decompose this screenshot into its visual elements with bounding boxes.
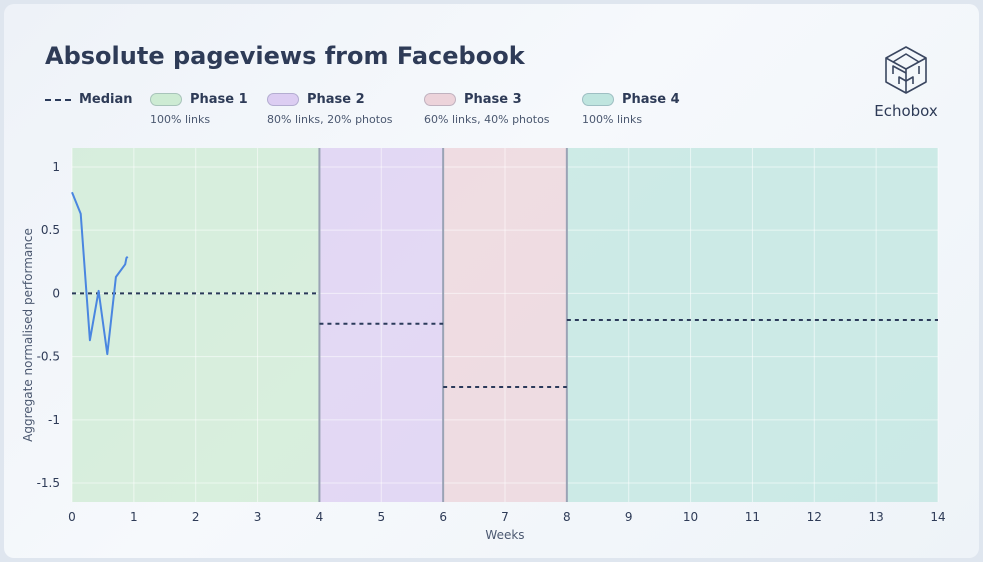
echobox-cube-icon bbox=[885, 46, 927, 94]
x-tick-label: 7 bbox=[501, 510, 509, 524]
y-tick-label: 0 bbox=[52, 286, 60, 300]
chart-title: Absolute pageviews from Facebook bbox=[45, 42, 525, 70]
phase-4-swatch-icon bbox=[582, 93, 614, 106]
x-tick-label: 2 bbox=[192, 510, 200, 524]
phase-2-swatch-icon bbox=[267, 93, 299, 106]
x-axis-title: Weeks bbox=[485, 528, 524, 542]
x-tick-label: 10 bbox=[683, 510, 698, 524]
legend-median-label: Median bbox=[79, 92, 133, 107]
x-tick-label: 11 bbox=[745, 510, 760, 524]
median-dash-icon bbox=[45, 98, 71, 101]
y-tick-label: -0.5 bbox=[37, 350, 60, 364]
legend-phase-3-desc: 60% links, 40% photos bbox=[424, 113, 550, 126]
phase-1-swatch-icon bbox=[150, 93, 182, 106]
y-tick-label: 1 bbox=[52, 160, 60, 174]
x-tick-label: 14 bbox=[930, 510, 945, 524]
y-tick-label: 0.5 bbox=[41, 223, 60, 237]
legend-phase-4: Phase 4 100% links bbox=[582, 92, 680, 126]
legend-phase-3-label: Phase 3 bbox=[464, 92, 522, 107]
x-tick-label: 12 bbox=[807, 510, 822, 524]
legend-phase-2-desc: 80% links, 20% photos bbox=[267, 113, 393, 126]
legend-phase-3: Phase 3 60% links, 40% photos bbox=[424, 92, 550, 126]
logo-text: Echobox bbox=[874, 102, 938, 120]
y-tick-label: -1 bbox=[48, 413, 60, 427]
x-tick-label: 6 bbox=[439, 510, 447, 524]
legend-phase-1-desc: 100% links bbox=[150, 113, 211, 126]
x-tick-label: 3 bbox=[254, 510, 262, 524]
legend-phase-1-label: Phase 1 bbox=[190, 92, 248, 107]
phase-3-swatch-icon bbox=[424, 93, 456, 106]
performance-line bbox=[71, 191, 129, 356]
legend-phase-4-label: Phase 4 bbox=[622, 92, 680, 107]
legend-phase-1: Phase 1 100% links bbox=[150, 92, 248, 126]
legend-phase-2-label: Phase 2 bbox=[307, 92, 365, 107]
x-tick-label: 5 bbox=[377, 510, 385, 524]
legend-median: Median bbox=[45, 92, 133, 107]
legend-phase-2: Phase 2 80% links, 20% photos bbox=[267, 92, 393, 126]
chart-card: Absolute pageviews from Facebook Median … bbox=[4, 4, 979, 558]
y-axis-title: Aggregate normalised performance bbox=[21, 228, 35, 442]
legend-phase-4-desc: 100% links bbox=[582, 113, 643, 126]
echobox-logo: Echobox bbox=[866, 44, 946, 120]
x-tick-label: 8 bbox=[563, 510, 571, 524]
x-tick-label: 9 bbox=[625, 510, 633, 524]
line-chart: 10.50-0.5-1-1.5 0 1 2 3 4 5 6 7 8 9 10 11 12 13 14 Wee… bbox=[21, 148, 946, 542]
y-tick-label: -1.5 bbox=[37, 476, 60, 490]
x-tick-label: 1 bbox=[130, 510, 138, 524]
x-tick-label: 0 bbox=[68, 510, 76, 524]
x-tick-label: 4 bbox=[316, 510, 324, 524]
x-tick-label: 13 bbox=[869, 510, 884, 524]
